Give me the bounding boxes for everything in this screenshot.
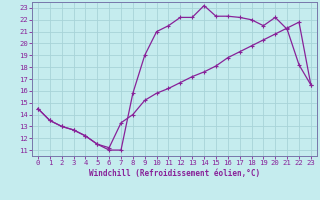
X-axis label: Windchill (Refroidissement éolien,°C): Windchill (Refroidissement éolien,°C) [89, 169, 260, 178]
